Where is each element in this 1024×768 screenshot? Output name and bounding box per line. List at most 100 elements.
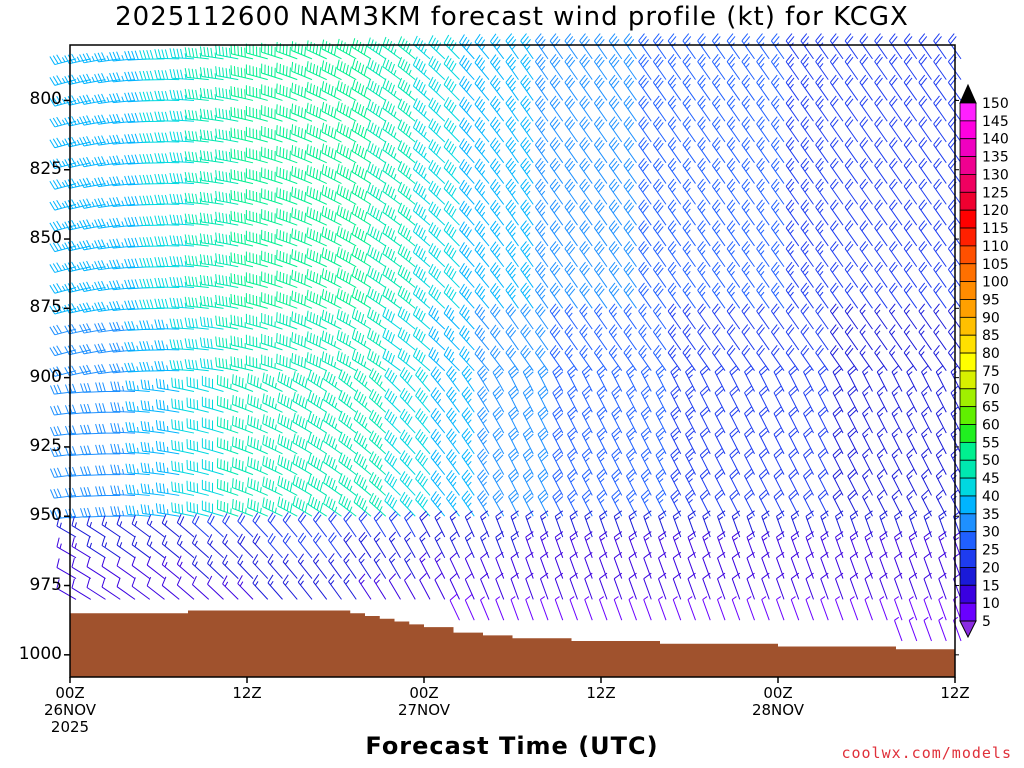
x-tick-label-line1: 12Z [940, 684, 970, 702]
wind-barb [770, 324, 785, 351]
wind-barb [593, 345, 608, 371]
wind-barb [428, 243, 446, 268]
wind-barb [282, 512, 298, 538]
wind-barb [756, 137, 770, 164]
wind-barb [815, 282, 829, 309]
wind-barb [222, 513, 239, 538]
wind-barb [894, 551, 903, 579]
wind-barb [549, 199, 564, 226]
wind-barb [262, 455, 283, 476]
wind-barb [412, 160, 431, 184]
wind-barb [94, 52, 121, 63]
wind-barb [581, 448, 593, 475]
wind-barb [829, 199, 844, 226]
wind-barb [540, 531, 549, 558]
x-tick-label: 12Z [561, 685, 641, 702]
wind-barb [230, 169, 254, 185]
wind-barb [726, 303, 741, 330]
wind-barb [446, 386, 460, 413]
wind-barb [894, 596, 903, 621]
wind-barb [336, 288, 357, 309]
wind-barb [731, 596, 741, 621]
wind-barb [770, 199, 785, 226]
wind-barb [935, 406, 947, 434]
wind-barb [714, 489, 726, 517]
wind-barb [71, 537, 92, 559]
colorbar-swatch [959, 441, 977, 461]
wind-barb [321, 39, 342, 60]
wind-barb [520, 33, 534, 60]
wind-barb [415, 366, 431, 392]
wind-barb [888, 137, 903, 164]
wind-barb [888, 261, 903, 288]
wind-barb [262, 372, 283, 392]
wind-barb [351, 79, 372, 101]
wind-barb [306, 269, 327, 288]
wind-barb [729, 489, 741, 517]
wind-barb [652, 241, 667, 268]
wind-barb [474, 117, 490, 143]
wind-barb [276, 166, 298, 185]
wind-barb [564, 178, 578, 205]
wind-barb [267, 533, 283, 559]
wind-barb [430, 366, 446, 392]
wind-barb [746, 510, 755, 538]
wind-barb [199, 67, 224, 81]
wind-barb [520, 220, 534, 247]
wind-barb [176, 555, 195, 579]
wind-barb [276, 62, 298, 81]
wind-barb [297, 553, 313, 579]
wind-barb [829, 178, 844, 205]
wind-barb [245, 147, 268, 164]
wind-barb [382, 244, 401, 268]
wind-barb [321, 60, 342, 81]
x-tick-label-line2: 27NOV [397, 701, 451, 719]
wind-barb [672, 510, 682, 538]
wind-barb [744, 489, 755, 517]
wind-barb [449, 531, 460, 559]
wind-barb [323, 432, 342, 455]
wind-barb [373, 552, 387, 579]
wind-barb [306, 331, 327, 351]
wind-barb [844, 137, 859, 164]
wind-barb [847, 365, 859, 392]
wind-barb [367, 286, 387, 309]
wind-barb [741, 53, 755, 80]
wind-barb [252, 574, 269, 600]
wind-barb [199, 254, 224, 268]
wind-barb [321, 226, 342, 247]
wind-barb [608, 137, 623, 164]
wind-barb [579, 53, 593, 80]
wind-barb [699, 427, 711, 455]
wind-barb [891, 469, 903, 496]
wind-barb [864, 572, 873, 600]
wind-barb [199, 316, 224, 330]
wind-barb [552, 448, 564, 475]
wind-barb [79, 323, 106, 334]
wind-barb [474, 345, 490, 372]
wind-barb [903, 95, 918, 122]
wind-barb [415, 387, 431, 413]
wind-barb [199, 212, 224, 226]
wind-barb [404, 510, 416, 538]
credit-link[interactable]: coolwx.com/models [841, 744, 1012, 762]
wind-barb [267, 512, 283, 538]
wind-barb [415, 429, 431, 455]
wind-barb [461, 469, 475, 496]
wind-barb [404, 531, 416, 559]
wind-barb [419, 531, 431, 559]
wind-barb [773, 469, 785, 496]
wind-barb [918, 33, 932, 60]
wind-barb [490, 303, 505, 330]
wind-barb [628, 551, 637, 579]
wind-barb [215, 274, 239, 289]
wind-barb [785, 53, 800, 80]
wind-barb [351, 308, 372, 330]
wind-barb [459, 325, 475, 351]
wind-barb [685, 469, 696, 496]
wind-barb [492, 489, 505, 517]
wind-barb [399, 367, 416, 392]
wind-barb [368, 388, 387, 413]
wind-barb [382, 286, 401, 309]
